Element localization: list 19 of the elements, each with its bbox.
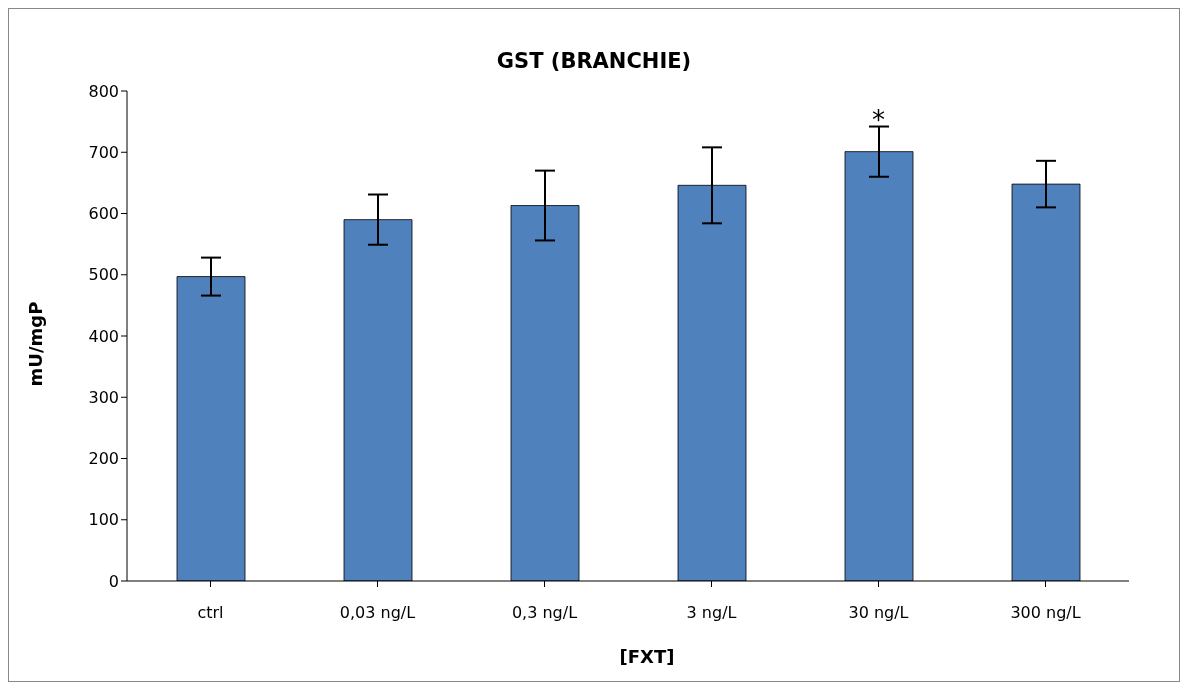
x-tick-label: 300 ng/L bbox=[1010, 603, 1081, 623]
x-tick-label: ctrl bbox=[197, 603, 224, 623]
x-tick-label: 30 ng/L bbox=[848, 603, 909, 623]
annotation: * bbox=[872, 104, 885, 135]
y-tick-label: 600 bbox=[88, 204, 119, 224]
y-tick-label: 200 bbox=[88, 449, 119, 469]
y-tick-label: 500 bbox=[88, 265, 119, 285]
x-tick-label: 0,3 ng/L bbox=[511, 603, 578, 623]
chart-title: GST (BRANCHIE) bbox=[495, 49, 693, 73]
y-tick-label: 800 bbox=[88, 81, 119, 101]
y-tick-label: 100 bbox=[88, 510, 119, 530]
x-tick-label: 3 ng/L bbox=[686, 603, 737, 623]
y-tick-label: 0 bbox=[108, 571, 119, 591]
x-axis-title: [FXT] bbox=[618, 646, 676, 667]
y-axis-title: mU/mgP bbox=[24, 301, 46, 387]
y-tick-label: 400 bbox=[88, 326, 119, 346]
x-tick-label: 0,03 ng/L bbox=[339, 603, 416, 623]
y-tick-label: 700 bbox=[88, 142, 119, 162]
y-tick-label: 300 bbox=[88, 387, 119, 407]
